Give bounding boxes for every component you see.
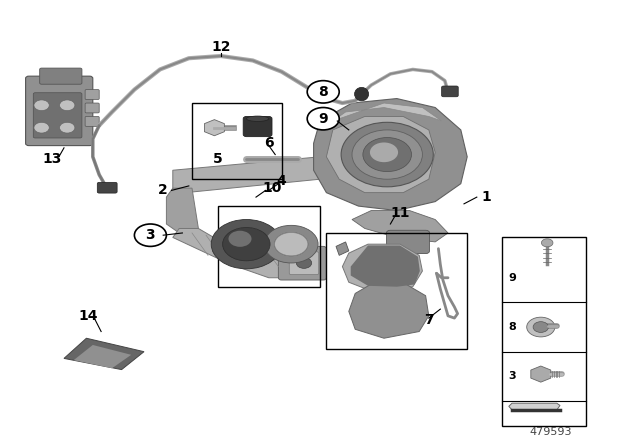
Text: 14: 14 bbox=[79, 309, 98, 323]
Polygon shape bbox=[326, 116, 435, 193]
Polygon shape bbox=[166, 188, 198, 233]
Circle shape bbox=[34, 122, 49, 133]
Text: 10: 10 bbox=[262, 181, 282, 195]
FancyBboxPatch shape bbox=[97, 182, 117, 193]
FancyBboxPatch shape bbox=[85, 90, 99, 99]
Text: 3: 3 bbox=[508, 371, 516, 381]
Text: 2: 2 bbox=[158, 183, 168, 198]
Polygon shape bbox=[74, 345, 131, 368]
Circle shape bbox=[363, 138, 412, 172]
Text: 8: 8 bbox=[318, 85, 328, 99]
Circle shape bbox=[134, 224, 166, 246]
Ellipse shape bbox=[246, 116, 269, 121]
Circle shape bbox=[34, 100, 49, 111]
Polygon shape bbox=[314, 99, 467, 211]
FancyBboxPatch shape bbox=[40, 68, 82, 84]
FancyBboxPatch shape bbox=[243, 116, 272, 137]
Text: 9: 9 bbox=[318, 112, 328, 126]
Text: 479593: 479593 bbox=[529, 427, 572, 437]
Text: 11: 11 bbox=[390, 206, 410, 220]
Circle shape bbox=[370, 142, 398, 162]
Text: 5: 5 bbox=[212, 152, 223, 166]
FancyBboxPatch shape bbox=[33, 93, 82, 138]
Text: 7: 7 bbox=[424, 313, 434, 327]
Text: 4: 4 bbox=[276, 174, 287, 189]
Polygon shape bbox=[352, 211, 448, 242]
Circle shape bbox=[223, 228, 270, 261]
Text: 6: 6 bbox=[264, 136, 274, 151]
Circle shape bbox=[307, 81, 339, 103]
Bar bbox=[218, 206, 320, 287]
Circle shape bbox=[275, 233, 308, 256]
Circle shape bbox=[60, 122, 75, 133]
Polygon shape bbox=[351, 246, 420, 287]
Circle shape bbox=[307, 108, 339, 130]
Circle shape bbox=[296, 258, 312, 268]
Circle shape bbox=[533, 322, 548, 332]
Polygon shape bbox=[333, 103, 442, 121]
Polygon shape bbox=[349, 282, 429, 338]
Bar bbox=[502, 237, 586, 426]
Text: 12: 12 bbox=[211, 40, 230, 54]
Polygon shape bbox=[64, 338, 144, 370]
FancyBboxPatch shape bbox=[85, 103, 99, 113]
Circle shape bbox=[341, 122, 433, 187]
Ellipse shape bbox=[355, 87, 369, 101]
Wedge shape bbox=[541, 239, 553, 247]
FancyBboxPatch shape bbox=[289, 252, 319, 275]
Text: 13: 13 bbox=[43, 152, 62, 166]
Text: 3: 3 bbox=[145, 228, 156, 242]
FancyBboxPatch shape bbox=[26, 76, 93, 146]
FancyBboxPatch shape bbox=[85, 116, 99, 126]
Polygon shape bbox=[173, 157, 326, 193]
FancyBboxPatch shape bbox=[387, 230, 429, 254]
Polygon shape bbox=[509, 403, 560, 410]
Wedge shape bbox=[264, 225, 318, 263]
Circle shape bbox=[352, 130, 422, 179]
Polygon shape bbox=[342, 244, 422, 293]
FancyBboxPatch shape bbox=[278, 246, 326, 280]
FancyBboxPatch shape bbox=[442, 86, 458, 97]
Polygon shape bbox=[173, 228, 301, 278]
Text: 8: 8 bbox=[508, 322, 516, 332]
Circle shape bbox=[527, 317, 555, 337]
Circle shape bbox=[60, 100, 75, 111]
Bar bbox=[192, 103, 282, 179]
Circle shape bbox=[228, 231, 252, 247]
Text: 9: 9 bbox=[508, 273, 516, 283]
Text: 1: 1 bbox=[481, 190, 492, 204]
Polygon shape bbox=[336, 242, 349, 255]
Bar bbox=[326, 233, 467, 349]
Wedge shape bbox=[211, 220, 282, 269]
